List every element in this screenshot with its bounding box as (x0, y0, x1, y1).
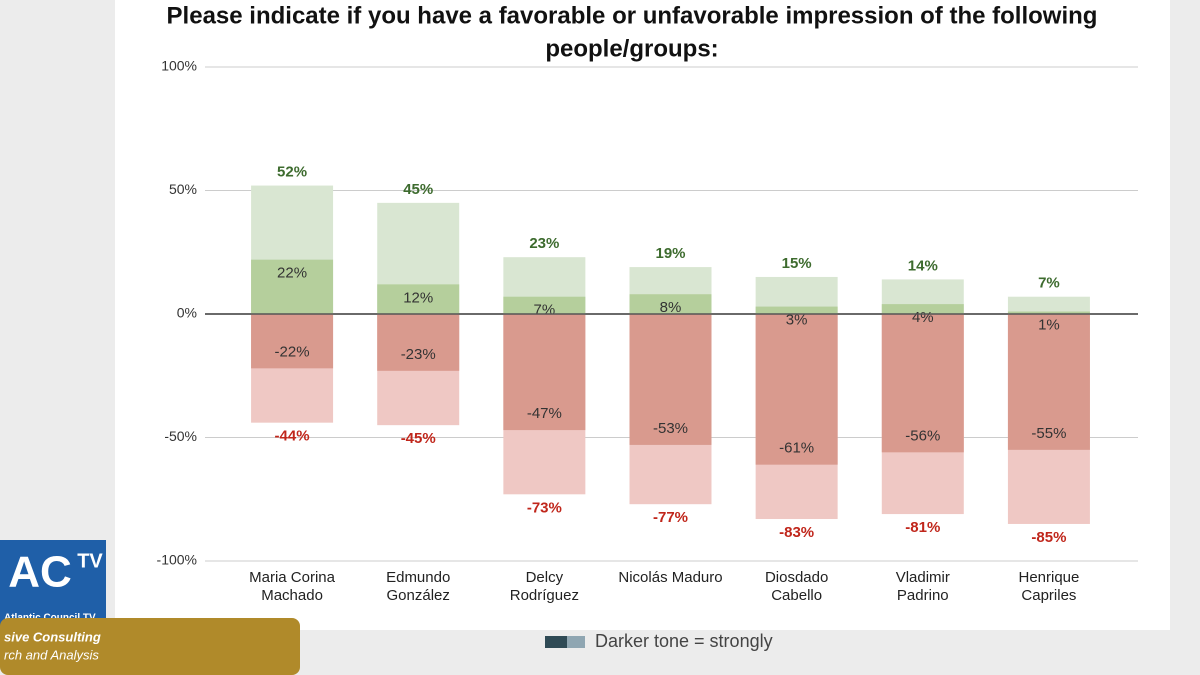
data-label: -61% (779, 440, 814, 457)
data-label: 23% (529, 235, 559, 252)
bar (503, 296, 586, 314)
legend-swatch (545, 636, 567, 648)
logo-box (0, 540, 106, 632)
y-tick-label: -50% (164, 428, 197, 444)
data-label: -47% (527, 405, 562, 422)
bar (503, 314, 586, 431)
data-label: 4% (912, 309, 934, 326)
data-label: 19% (655, 245, 685, 262)
chart-title: people/groups: (545, 35, 718, 62)
x-tick-label: Cabello (771, 587, 822, 604)
data-label: 8% (660, 299, 682, 316)
bar (251, 314, 334, 369)
banner-text: sive Consulting (4, 629, 101, 644)
bar (377, 314, 460, 371)
data-label: 15% (782, 255, 812, 272)
data-label: 45% (403, 181, 433, 198)
y-tick-label: 0% (177, 305, 197, 321)
data-label: 3% (786, 312, 808, 329)
y-tick-label: -100% (157, 552, 197, 568)
data-label: -53% (653, 420, 688, 437)
bar (755, 314, 838, 465)
data-label: 14% (908, 257, 938, 274)
bar (629, 294, 712, 314)
x-tick-label: Maria Corina (249, 569, 336, 586)
y-tick-label: 50% (169, 181, 197, 197)
bar (881, 314, 964, 453)
data-label: -23% (401, 346, 436, 363)
x-tick-label: Machado (261, 587, 323, 604)
data-label: 1% (1038, 316, 1060, 333)
data-label: -56% (905, 427, 940, 444)
x-tick-label: Vladimir (896, 569, 950, 586)
x-tick-label: Edmundo (386, 569, 450, 586)
data-label: 22% (277, 265, 307, 282)
bar (629, 314, 712, 445)
bar (377, 284, 460, 314)
x-tick-label: Henrique (1018, 569, 1079, 586)
y-tick-label: 100% (161, 58, 197, 74)
legend-swatch (567, 636, 585, 648)
data-label: -22% (275, 343, 310, 360)
data-label: -85% (1031, 529, 1066, 546)
bar (1007, 311, 1090, 314)
x-tick-label: Diosdado (765, 569, 828, 586)
banner-text: rch and Analysis (4, 647, 99, 662)
x-tick-label: Nicolás Maduro (618, 569, 722, 586)
logo-text: AC (8, 548, 72, 597)
data-label: -45% (401, 430, 436, 447)
logo-text: TV (77, 550, 103, 572)
bar (881, 304, 964, 314)
data-label: -81% (905, 519, 940, 536)
banner (0, 618, 300, 675)
bar (755, 306, 838, 314)
data-label: -83% (779, 524, 814, 541)
data-label: -55% (1031, 425, 1066, 442)
chart-title: Please indicate if you have a favorable … (167, 2, 1098, 29)
data-label: 52% (277, 164, 307, 181)
legend: Darker tone = strongly (545, 631, 773, 651)
bar (1007, 296, 1090, 314)
data-label: -73% (527, 499, 562, 516)
data-label: 12% (403, 289, 433, 306)
data-label: 7% (534, 302, 556, 319)
x-tick-label: Padrino (897, 587, 949, 604)
x-tick-label: Rodríguez (510, 587, 579, 604)
x-tick-label: Delcy (526, 569, 564, 586)
data-label: -77% (653, 509, 688, 526)
data-label: -44% (275, 428, 310, 445)
bar (251, 259, 334, 314)
x-tick-label: Capriles (1021, 587, 1076, 604)
logo: AC TV Atlantic Council TV sive Consultin… (0, 540, 300, 675)
data-label: 7% (1038, 275, 1060, 292)
x-tick-label: González (387, 587, 450, 604)
legend-text: Darker tone = strongly (595, 631, 773, 651)
bar (1007, 314, 1090, 450)
